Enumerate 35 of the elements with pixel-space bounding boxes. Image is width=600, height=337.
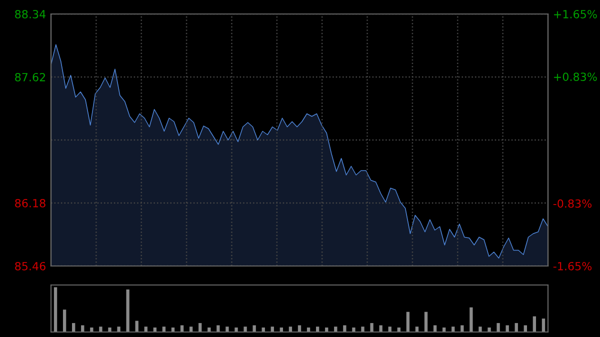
bar: [496, 323, 500, 332]
y-tick-label: 87.62: [15, 72, 46, 82]
bar: [226, 326, 229, 332]
bar: [252, 325, 256, 332]
bar: [379, 325, 382, 332]
y-tick-label: 86.18: [15, 198, 46, 208]
bar: [234, 328, 238, 332]
bar: [470, 307, 473, 332]
y2-tick-label: +1.65%: [554, 10, 597, 18]
bar: [126, 289, 130, 332]
bar: [532, 316, 536, 332]
bar: [352, 328, 356, 332]
bar: [488, 328, 491, 332]
bar: [478, 326, 482, 332]
bar: [424, 312, 428, 332]
bar: [198, 323, 202, 332]
bar: [514, 323, 518, 332]
bar: [370, 323, 374, 332]
bar: [99, 326, 102, 332]
bar: [62, 310, 66, 332]
y2-tick-label: -0.83%: [553, 199, 592, 208]
bar: [72, 323, 76, 332]
bar: [54, 287, 58, 332]
bar: [542, 318, 546, 332]
y2-tick-label: +0.83%: [554, 72, 597, 81]
y2-tick-label: -1.65%: [553, 262, 592, 270]
bar: [108, 328, 112, 332]
bar: [406, 312, 410, 332]
bar: [216, 325, 220, 332]
bar: [361, 326, 364, 332]
y-tick-label: 85.46: [15, 262, 46, 270]
y-tick-label: 88.34: [15, 10, 46, 18]
bar: [244, 326, 247, 332]
bar: [343, 325, 346, 332]
bar: [117, 326, 120, 332]
